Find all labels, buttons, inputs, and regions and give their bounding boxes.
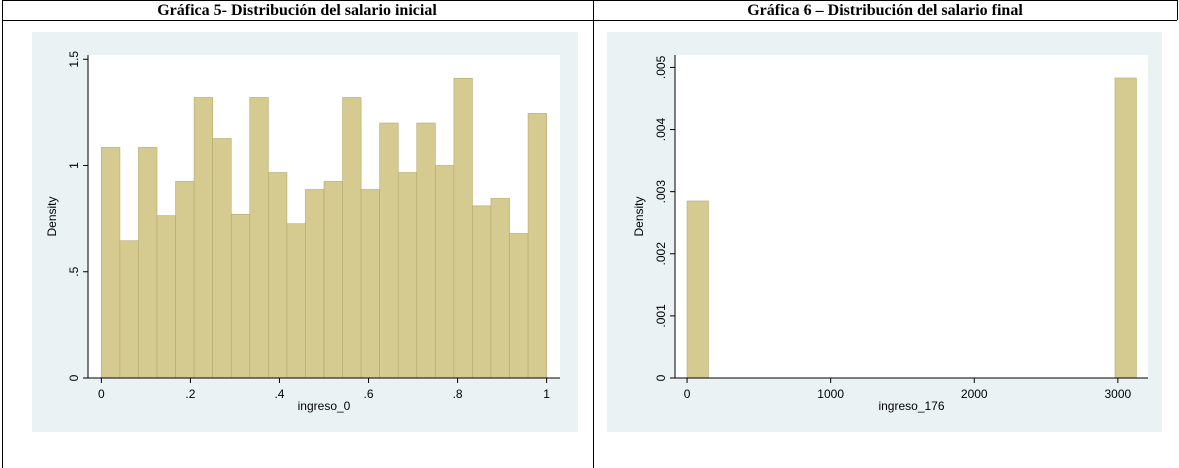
bar <box>305 189 325 379</box>
bar <box>416 122 436 379</box>
y-tick-label: 0 <box>654 374 668 381</box>
y-axis-title: Density <box>45 196 59 236</box>
x-tick-label: 0 <box>684 387 691 401</box>
y-tick-label: .5 <box>67 266 81 276</box>
bar <box>230 214 251 379</box>
bar <box>101 147 121 379</box>
bar <box>509 233 529 379</box>
x-tick-label: 0 <box>98 387 105 401</box>
plot-region <box>675 55 1148 378</box>
bar <box>435 165 455 379</box>
bar <box>379 122 399 379</box>
x-tick-label: .6 <box>364 387 374 401</box>
y-tick-label: 1.5 <box>67 51 81 68</box>
bar <box>323 181 343 379</box>
y-tick-label: .005 <box>654 55 668 79</box>
bar <box>1114 77 1137 379</box>
bar <box>360 189 380 379</box>
y-tick-label: 0 <box>67 374 81 381</box>
chart-title: Gráfica 6 – Distribución del salario fin… <box>747 2 1023 19</box>
y-tick-label: .003 <box>654 180 668 204</box>
chart-title: Gráfica 5- Distribución del salario inic… <box>157 2 437 19</box>
bar <box>397 172 418 379</box>
y-tick-label: 1 <box>67 162 81 169</box>
bar <box>342 97 362 379</box>
bar <box>268 172 288 379</box>
bar <box>193 97 213 379</box>
x-tick-label: 1 <box>543 387 550 401</box>
x-tick-label: 1000 <box>817 387 844 401</box>
bar <box>472 205 492 379</box>
x-tick-label: .4 <box>274 387 284 401</box>
x-tick-label: .2 <box>185 387 195 401</box>
x-tick-label: .8 <box>453 387 463 401</box>
y-tick-label: .002 <box>654 242 668 266</box>
bar <box>527 113 547 379</box>
bar <box>453 78 473 379</box>
bar <box>156 215 176 379</box>
x-axis-title: ingreso_176 <box>878 399 944 413</box>
bar <box>490 198 510 379</box>
x-tick-label: 3000 <box>1104 387 1131 401</box>
x-axis-title: ingreso_0 <box>298 399 351 413</box>
bar <box>686 200 709 379</box>
bar <box>286 223 306 379</box>
x-tick-label: 2000 <box>961 387 988 401</box>
bar <box>175 181 195 379</box>
y-tick-label: .001 <box>654 304 668 328</box>
bar <box>212 138 232 379</box>
bar <box>138 147 158 379</box>
y-tick-label: .004 <box>654 118 668 142</box>
bar <box>249 97 269 379</box>
y-axis-title: Density <box>632 196 646 236</box>
bar <box>119 240 139 379</box>
